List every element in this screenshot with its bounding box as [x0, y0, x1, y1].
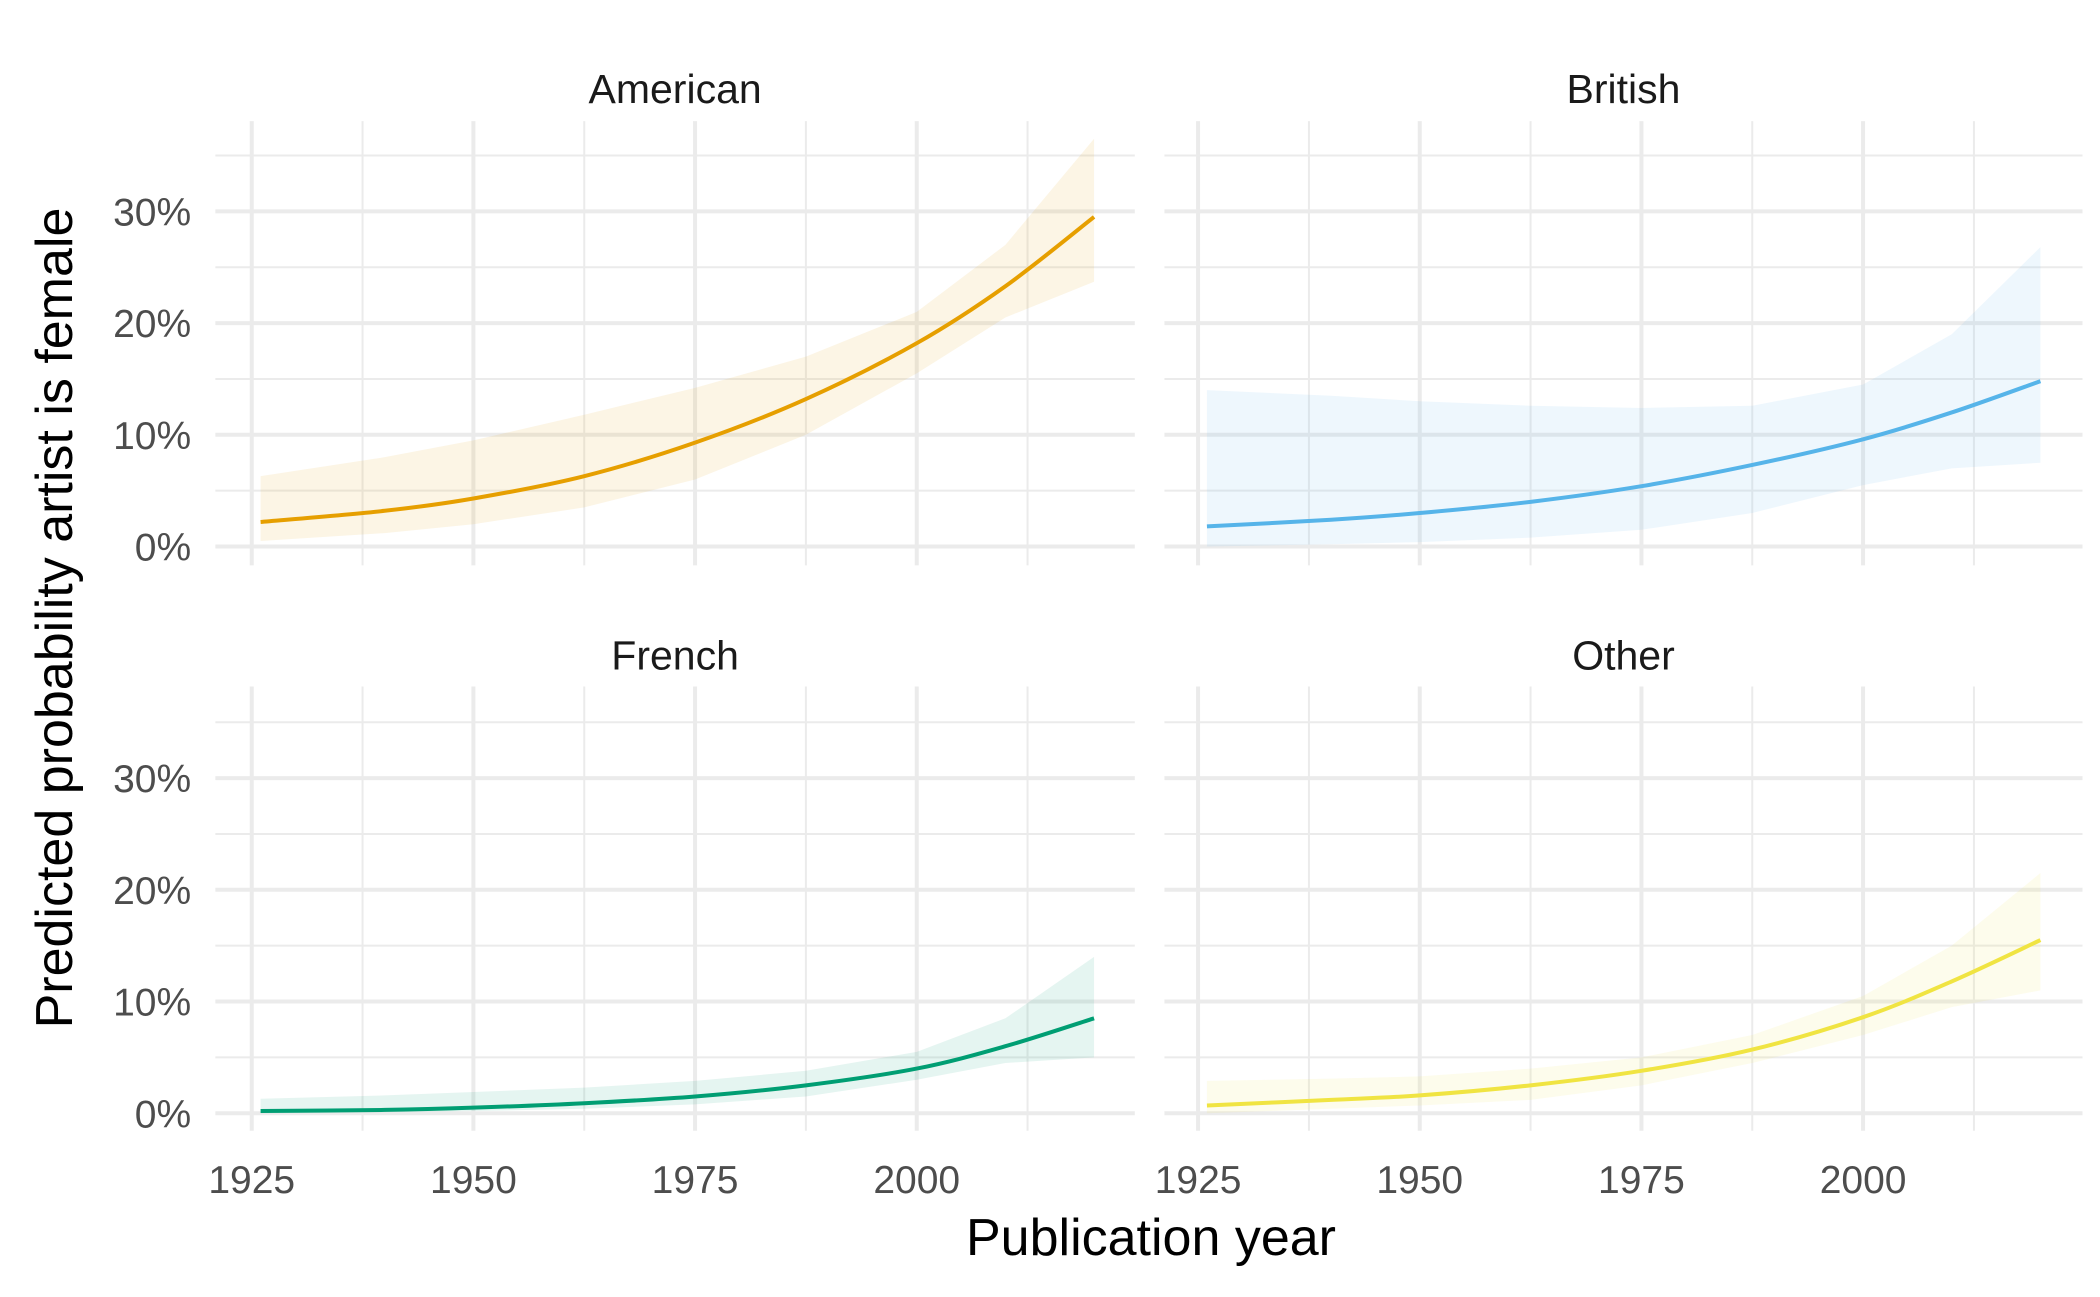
confidence-band [1206, 873, 2041, 1114]
x-tick-label: 1975 [652, 1159, 739, 1202]
x-tick-label: 1950 [1376, 1159, 1463, 1202]
y-tick-label: 10% [113, 415, 191, 458]
facet-title: American [589, 66, 762, 112]
series-line-french [260, 1016, 1095, 1114]
panel-british: British [1164, 66, 2083, 566]
x-tick-label: 1975 [1598, 1159, 1685, 1202]
y-tick-label: 30% [113, 191, 191, 234]
x-tick-label: 1950 [430, 1159, 517, 1202]
x-tick-label: 1925 [1155, 1159, 1242, 1202]
y-tick-label: 0% [135, 1093, 191, 1136]
x-tick-label: 1925 [208, 1159, 295, 1202]
panel-other: Other 1925 1950 1975 2000 [1155, 633, 2083, 1202]
x-tick-label: 2000 [1820, 1159, 1907, 1202]
y-tick-label: 0% [135, 527, 191, 570]
panel-american: American 0% 10% 20% 30% [113, 66, 1135, 570]
x-tick-label: 2000 [873, 1159, 960, 1202]
y-tick-label: 30% [113, 758, 191, 801]
facet-title: British [1567, 66, 1681, 112]
facet-title: French [611, 633, 739, 679]
facet-title: Other [1572, 633, 1675, 679]
series-line-other [1206, 938, 2042, 1108]
panel-french: French 0% 10% 20% 30% 1925 1950 1975 2000 [113, 633, 1135, 1202]
series-line-american [260, 215, 1096, 524]
x-axis-title: Publication year [966, 1209, 1336, 1267]
series-line-british [1206, 379, 2042, 529]
confidence-band [260, 138, 1095, 541]
y-tick-label: 10% [113, 982, 191, 1025]
y-tick-label: 20% [113, 303, 191, 346]
y-axis-title: Predicted probability artist is female [26, 208, 84, 1029]
confidence-band [260, 956, 1095, 1114]
confidence-band [1206, 247, 2041, 547]
y-tick-label: 20% [113, 870, 191, 913]
